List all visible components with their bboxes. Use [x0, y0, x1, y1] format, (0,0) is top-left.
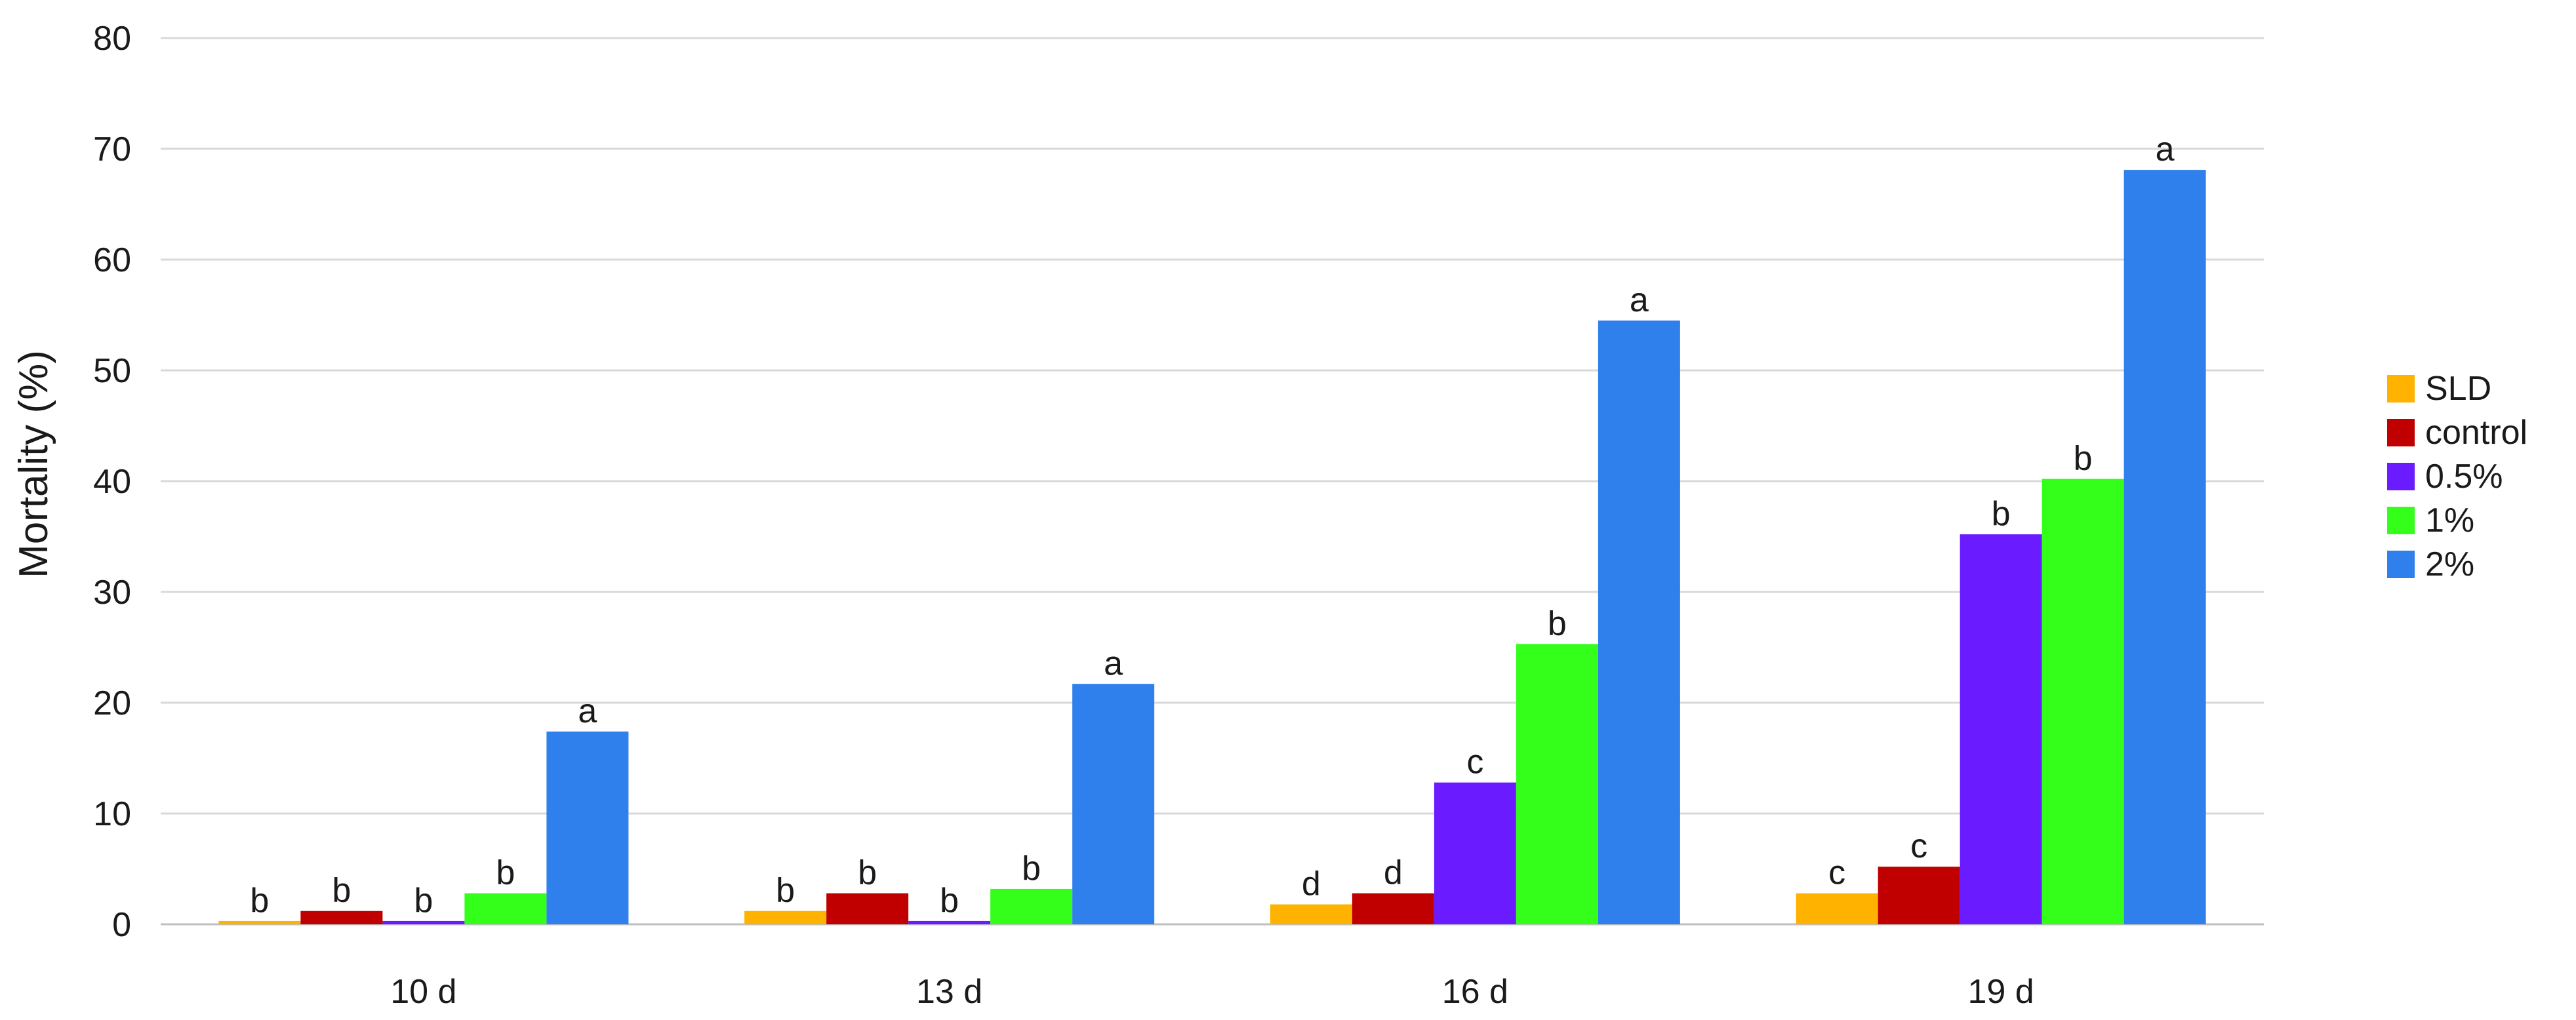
- bar-data-label: a: [578, 692, 597, 730]
- bar-data-label: b: [1548, 604, 1567, 642]
- bar: [990, 888, 1073, 924]
- legend-label: 2%: [2425, 545, 2474, 583]
- bar: [546, 731, 629, 924]
- bar: [300, 911, 383, 924]
- legend: SLD control 0.5% 1% 2%: [2387, 370, 2527, 583]
- bar-data-label: c: [1466, 743, 1483, 781]
- y-axis-ticks: 0 10 20 30 40 50 60 70 80: [93, 20, 131, 944]
- x-tick-label: 16 d: [1442, 973, 1508, 1011]
- y-tick-label: 50: [93, 352, 131, 390]
- bar-data-label: b: [1022, 850, 1041, 888]
- legend-label: SLD: [2425, 370, 2491, 408]
- y-tick-label: 60: [93, 241, 131, 279]
- legend-label: 1%: [2425, 501, 2474, 539]
- y-tick-label: 20: [93, 684, 131, 722]
- y-tick-label: 40: [93, 463, 131, 501]
- bar-data-label: b: [496, 854, 515, 892]
- legend-label: control: [2425, 414, 2527, 452]
- bar: [908, 920, 991, 924]
- bar-data-label: b: [1992, 495, 2011, 533]
- bar: [2123, 170, 2206, 924]
- data-labels: b b b b a b b b b a d d c b a c c b b a: [250, 130, 2174, 920]
- bar: [1072, 684, 1155, 924]
- bar: [1270, 904, 1352, 924]
- bar-series: [218, 170, 2206, 924]
- bar-data-label: b: [332, 872, 351, 910]
- legend-swatch: [2387, 551, 2415, 578]
- x-tick-label: 19 d: [1968, 973, 2034, 1011]
- bar-data-label: b: [250, 882, 269, 920]
- y-tick-label: 30: [93, 574, 131, 612]
- bar-data-label: b: [940, 882, 959, 920]
- bar-data-label: d: [1302, 865, 1321, 903]
- bar: [826, 893, 909, 924]
- x-tick-label: 10 d: [390, 973, 456, 1011]
- bar-data-label: d: [1384, 854, 1403, 892]
- y-tick-label: 10: [93, 795, 131, 833]
- bar-data-label: c: [1910, 827, 1927, 865]
- bar-data-label: a: [2156, 130, 2175, 168]
- bar: [1516, 644, 1598, 924]
- x-tick-label: 13 d: [916, 973, 982, 1011]
- bar: [1352, 893, 1434, 924]
- bar: [1878, 867, 1960, 924]
- bar-data-label: a: [1104, 644, 1123, 682]
- bar-data-label: a: [1630, 281, 1649, 319]
- bar: [218, 920, 301, 924]
- bar-data-label: b: [858, 854, 877, 892]
- bar-data-label: b: [414, 882, 433, 920]
- bar: [464, 893, 547, 924]
- bar-data-label: b: [2074, 440, 2093, 478]
- legend-swatch: [2387, 375, 2415, 402]
- bar: [1960, 534, 2042, 924]
- y-tick-label: 80: [93, 20, 131, 58]
- bar-data-label: c: [1828, 854, 1845, 892]
- x-axis-ticks: 10 d 13 d 16 d 19 d: [390, 973, 2034, 1011]
- grid-lines: [161, 37, 2264, 815]
- bar-data-label: b: [776, 872, 795, 910]
- bar: [1796, 893, 1878, 924]
- bar: [1434, 782, 1516, 924]
- y-tick-label: 0: [112, 906, 131, 944]
- legend-swatch: [2387, 507, 2415, 534]
- bar: [382, 920, 465, 924]
- legend-swatch: [2387, 463, 2415, 490]
- bar: [1598, 320, 1680, 924]
- y-axis-title: Mortality (%): [11, 350, 56, 578]
- y-tick-label: 70: [93, 130, 131, 168]
- bar: [2042, 479, 2124, 924]
- legend-swatch: [2387, 419, 2415, 446]
- bar: [744, 911, 827, 924]
- legend-label: 0.5%: [2425, 458, 2503, 496]
